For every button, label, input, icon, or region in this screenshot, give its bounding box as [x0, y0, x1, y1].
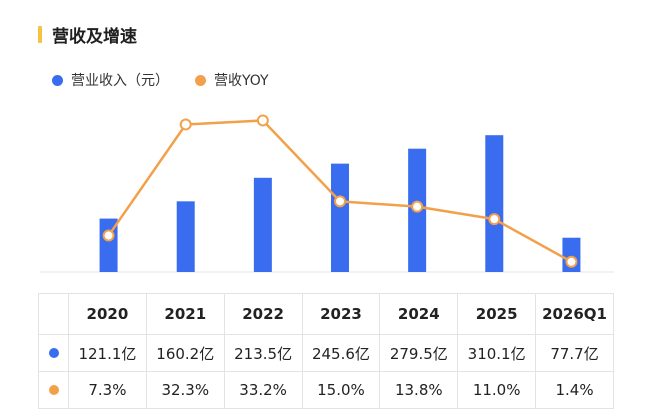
- table-year-cell: 2024: [379, 293, 459, 335]
- revenue-bar: [485, 135, 504, 272]
- revenue-bar: [331, 163, 349, 272]
- yoy-dot-icon: [48, 385, 59, 395]
- table-yoy-cell: 13.8%: [379, 371, 459, 409]
- table-yoy-cell: 15.0%: [301, 371, 381, 409]
- table-row-revenue: 121.1亿 160.2亿 213.5亿 245.6亿 279.5亿 310.1…: [38, 334, 614, 372]
- table-year-cell: 2020: [68, 293, 147, 335]
- table-revenue-cell: 77.7亿: [535, 334, 614, 372]
- table-yoy-cell: 11.0%: [457, 371, 537, 409]
- yoy-point: [179, 118, 192, 131]
- legend-item-revenue: 营业收入（元）: [52, 70, 169, 90]
- table-revenue-cell: 160.2亿: [145, 334, 225, 372]
- table-year-cell: 2021: [145, 293, 225, 335]
- table-revenue-cell: 279.5亿: [379, 334, 459, 372]
- table-year-cell: 2025: [457, 293, 537, 335]
- table-corner-cell: [38, 293, 69, 335]
- revenue-bar: [176, 201, 195, 272]
- data-table: 2020 2021 2022 2023 2024 2025 2026Q1 121…: [38, 293, 614, 409]
- legend-dot-revenue: [52, 74, 63, 86]
- table-revenue-cell: 213.5亿: [223, 334, 303, 372]
- table-revenue-cell: 121.1亿: [68, 334, 147, 372]
- yoy-point: [411, 200, 424, 213]
- table-yoy-cell: 32.3%: [145, 371, 225, 409]
- table-year-cell: 2022: [223, 293, 303, 335]
- table-yoy-cell: 7.3%: [68, 371, 147, 409]
- yoy-point: [256, 114, 269, 127]
- table-yoy-cell: 33.2%: [223, 371, 303, 409]
- table-marker-revenue: [38, 334, 69, 372]
- legend-item-yoy: 营收YOY: [195, 70, 269, 90]
- legend-label-revenue: 营业收入（元）: [71, 73, 169, 89]
- chart-plot: [40, 114, 614, 273]
- table-year-cell: 2023: [301, 293, 381, 335]
- title-accent-bar: [38, 26, 42, 43]
- table-row-years: 2020 2021 2022 2023 2024 2025 2026Q1: [38, 293, 614, 335]
- revenue-bar: [253, 177, 272, 272]
- yoy-point: [488, 213, 501, 226]
- table-row-yoy: 7.3% 32.3% 33.2% 15.0% 13.8% 11.0% 1.4%: [38, 371, 614, 409]
- table-revenue-cell: 310.1亿: [457, 334, 537, 372]
- table-revenue-cell: 245.6亿: [301, 334, 381, 372]
- yoy-point: [565, 255, 578, 268]
- chart-title: 营收及增速: [52, 27, 137, 47]
- yoy-point: [334, 195, 346, 208]
- legend-dot-yoy: [195, 74, 206, 86]
- legend-label-yoy: 营收YOY: [214, 73, 269, 89]
- yoy-point: [102, 229, 115, 242]
- table-yoy-cell: 1.4%: [535, 371, 614, 409]
- revenue-dot-icon: [48, 348, 59, 358]
- table-marker-yoy: [38, 371, 69, 409]
- table-year-cell: 2026Q1: [535, 293, 614, 335]
- legend: 营业收入（元） 营收YOY: [52, 70, 295, 90]
